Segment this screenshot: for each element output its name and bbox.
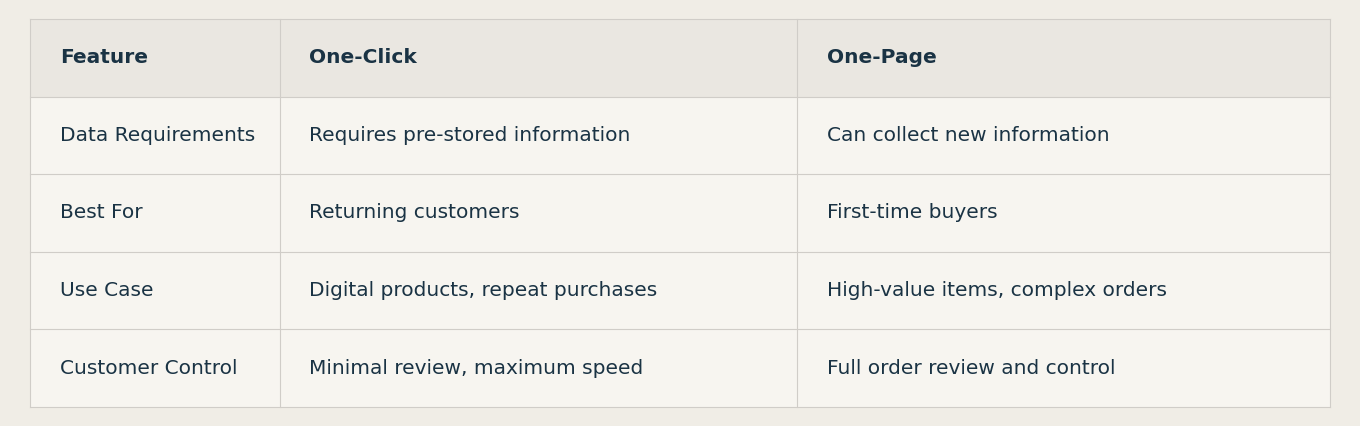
Bar (30, 174, 1330, 252)
Text: One-Click: One-Click (310, 49, 418, 67)
Bar (30, 329, 1330, 407)
Text: Full order review and control: Full order review and control (827, 359, 1115, 377)
Text: Feature: Feature (60, 49, 148, 67)
Text: Digital products, repeat purchases: Digital products, repeat purchases (310, 281, 658, 300)
Text: First-time buyers: First-time buyers (827, 204, 997, 222)
Bar (30, 97, 1330, 174)
Text: Use Case: Use Case (60, 281, 154, 300)
Text: Minimal review, maximum speed: Minimal review, maximum speed (310, 359, 643, 377)
Text: Returning customers: Returning customers (310, 204, 520, 222)
Bar (30, 19, 1330, 97)
Text: Can collect new information: Can collect new information (827, 126, 1110, 145)
Text: High-value items, complex orders: High-value items, complex orders (827, 281, 1167, 300)
Text: Data Requirements: Data Requirements (60, 126, 256, 145)
Bar (30, 252, 1330, 329)
Text: One-Page: One-Page (827, 49, 937, 67)
Text: Requires pre-stored information: Requires pre-stored information (310, 126, 631, 145)
Text: Best For: Best For (60, 204, 143, 222)
Text: Customer Control: Customer Control (60, 359, 238, 377)
